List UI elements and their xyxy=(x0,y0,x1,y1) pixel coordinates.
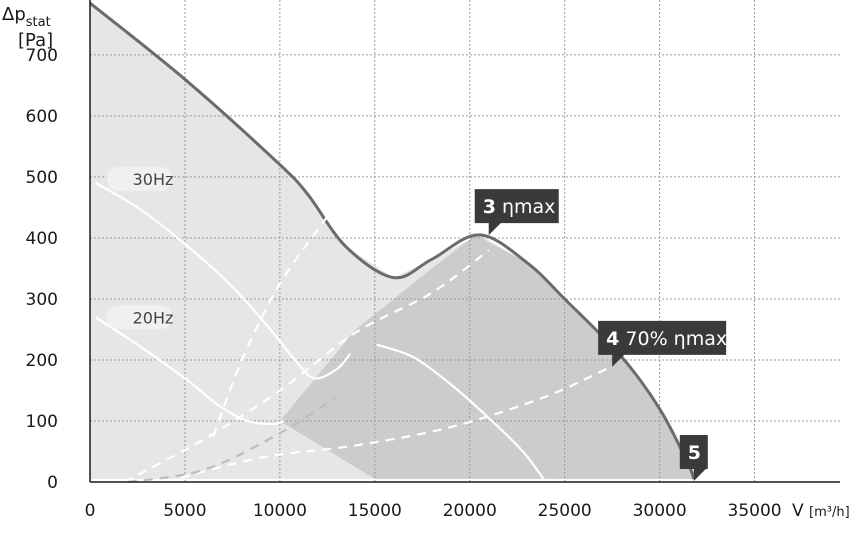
frequency-label-bg xyxy=(106,166,173,191)
y-tick-label: 500 xyxy=(26,168,58,188)
series-dashed-floor xyxy=(127,395,338,484)
series-max-curve xyxy=(89,1,696,480)
series-dashed-low xyxy=(165,365,613,484)
x-tick-label: 20000 xyxy=(443,501,497,521)
callout-marker-label: 4 70% ηmax xyxy=(606,328,727,350)
series-dashed-steep-left xyxy=(212,215,329,437)
y-axis-title: Δpstat xyxy=(2,4,51,30)
callout-number: 3 xyxy=(483,196,496,218)
y-tick-label: 200 xyxy=(26,351,58,371)
x-axis-title: V [m³/h] xyxy=(792,501,849,521)
callout-text: 70% ηmax xyxy=(619,328,727,350)
y-tick-label: 400 xyxy=(26,229,58,249)
x-tick-label: 25000 xyxy=(538,501,592,521)
annotations: 30Hz 20Hz 3 ηmax 4 70% ηmax 5 xyxy=(106,166,727,481)
y-tick-label: 0 xyxy=(47,473,58,493)
y-tick-label: 700 xyxy=(26,46,58,66)
axes xyxy=(89,0,840,483)
callout-marker-bg xyxy=(598,320,727,367)
series-white-solid xyxy=(376,343,547,483)
frequency-label: 30Hz xyxy=(133,170,174,189)
series-lines xyxy=(89,1,696,484)
x-tick-label: 10000 xyxy=(253,501,307,521)
tick-labels: 0 100 200 300 400 500 600 700 0 5000 10000 15000 200… xyxy=(26,46,782,521)
x-tick-label: 15000 xyxy=(348,501,402,521)
callout-marker-bg xyxy=(679,434,708,481)
series-curve-30Hz xyxy=(95,182,351,380)
callout-marker-bg xyxy=(474,189,559,236)
y-axis-label-main: Δp xyxy=(2,4,26,25)
callout-text: ηmax xyxy=(496,196,555,218)
callout-marker-label: 5 xyxy=(688,442,701,464)
y-tick-label: 600 xyxy=(26,107,58,127)
x-tick-label: 5000 xyxy=(163,501,206,521)
frequency-label-bg xyxy=(106,305,173,330)
y-tick-label: 100 xyxy=(26,412,58,432)
series-curve-20Hz xyxy=(95,316,285,426)
callout-marker-label: 3 ηmax xyxy=(483,196,556,218)
y-tick-label: 300 xyxy=(26,290,58,310)
y-axis-label-sub: stat xyxy=(26,15,51,30)
x-tick-label: 30000 xyxy=(633,501,687,521)
frequency-label: 20Hz xyxy=(133,308,174,327)
series-dashed-mid xyxy=(123,249,490,483)
x-axis-label-main: V xyxy=(792,501,804,521)
y-axis-unit: [Pa] xyxy=(18,30,53,51)
callout-number: 4 xyxy=(606,328,619,350)
callout-number: 5 xyxy=(688,442,701,464)
x-tick-label: 35000 xyxy=(728,501,782,521)
x-tick-label: 0 xyxy=(85,501,96,521)
efficient_region-region xyxy=(279,234,694,479)
x-axis-label-unit: [m³/h] xyxy=(809,505,849,520)
